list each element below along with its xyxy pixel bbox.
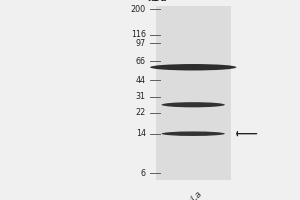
Ellipse shape [161, 102, 225, 107]
Ellipse shape [150, 64, 236, 70]
Text: 44: 44 [136, 76, 146, 85]
Text: 97: 97 [135, 39, 146, 48]
Text: 22: 22 [135, 108, 146, 117]
Text: 14: 14 [136, 129, 146, 138]
Text: 200: 200 [130, 5, 146, 14]
Text: kDa: kDa [147, 0, 167, 3]
Bar [156, 6, 231, 180]
Text: 31: 31 [136, 92, 146, 101]
Text: 66: 66 [136, 57, 146, 66]
Text: 6: 6 [141, 169, 146, 178]
Ellipse shape [161, 131, 225, 136]
Text: 116: 116 [131, 30, 146, 39]
Text: HeLa: HeLa [182, 189, 204, 200]
